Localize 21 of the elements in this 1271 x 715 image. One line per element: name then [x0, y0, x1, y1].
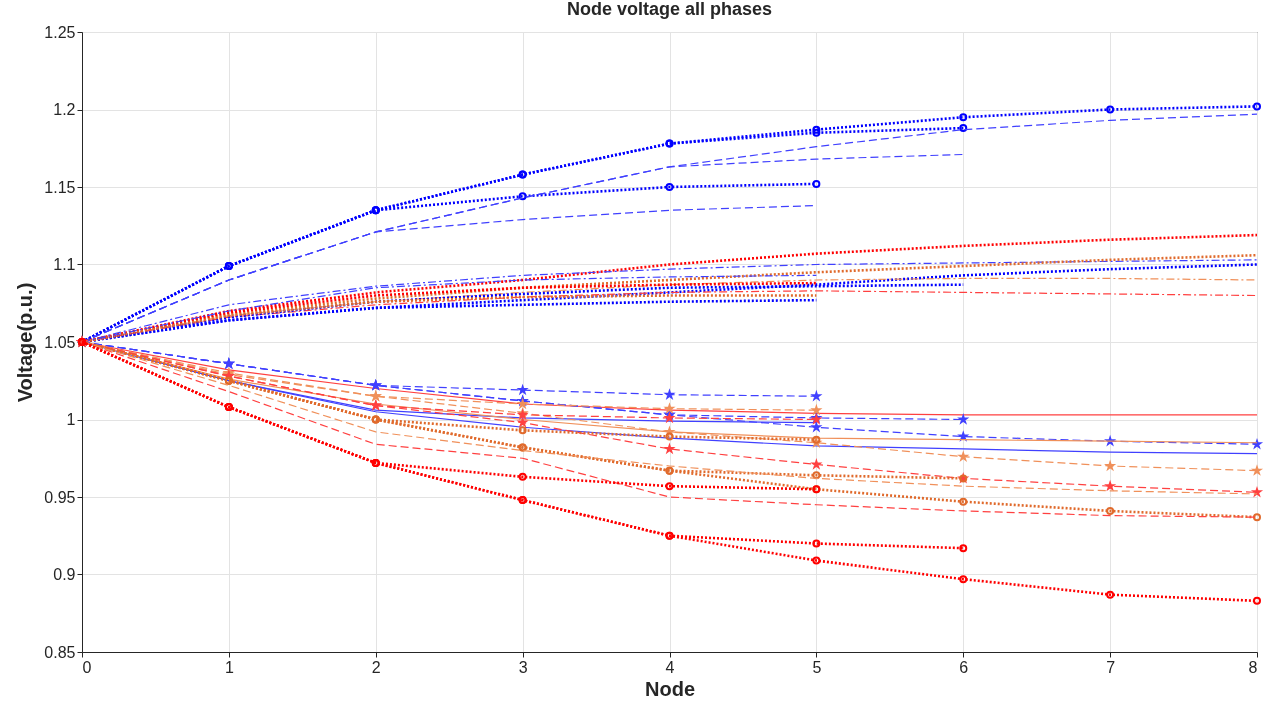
chart-title: Node voltage all phases: [566, 0, 773, 19]
x-tick-label: 0: [82, 658, 92, 676]
y-tick-label: 0.95: [44, 488, 76, 506]
y-tick-label: 1.1: [53, 256, 76, 273]
y-tick-label: 1: [66, 411, 76, 428]
x-tick-label: 8: [1248, 658, 1258, 676]
x-tick-label: 1: [224, 658, 234, 676]
x-axis-title: Node: [645, 677, 695, 700]
x-tick-label: 3: [518, 658, 528, 676]
x-tick-label: 6: [959, 658, 969, 676]
y-tick-label: 1.25: [44, 23, 76, 41]
y-tick-label: 0.9: [53, 566, 76, 583]
x-tick-label: 7: [1106, 658, 1116, 676]
y-tick-label: 1.05: [44, 333, 76, 351]
y-tick-label: 1.15: [44, 178, 76, 196]
y-axis-title: Voltage(p.u.): [14, 282, 37, 403]
x-tick-label: 2: [371, 658, 381, 676]
x-tick-label: 4: [665, 658, 675, 676]
y-tick-label: 0.85: [44, 643, 76, 661]
y-tick-label: 1.2: [53, 101, 76, 118]
x-tick-label: 5: [812, 658, 822, 676]
